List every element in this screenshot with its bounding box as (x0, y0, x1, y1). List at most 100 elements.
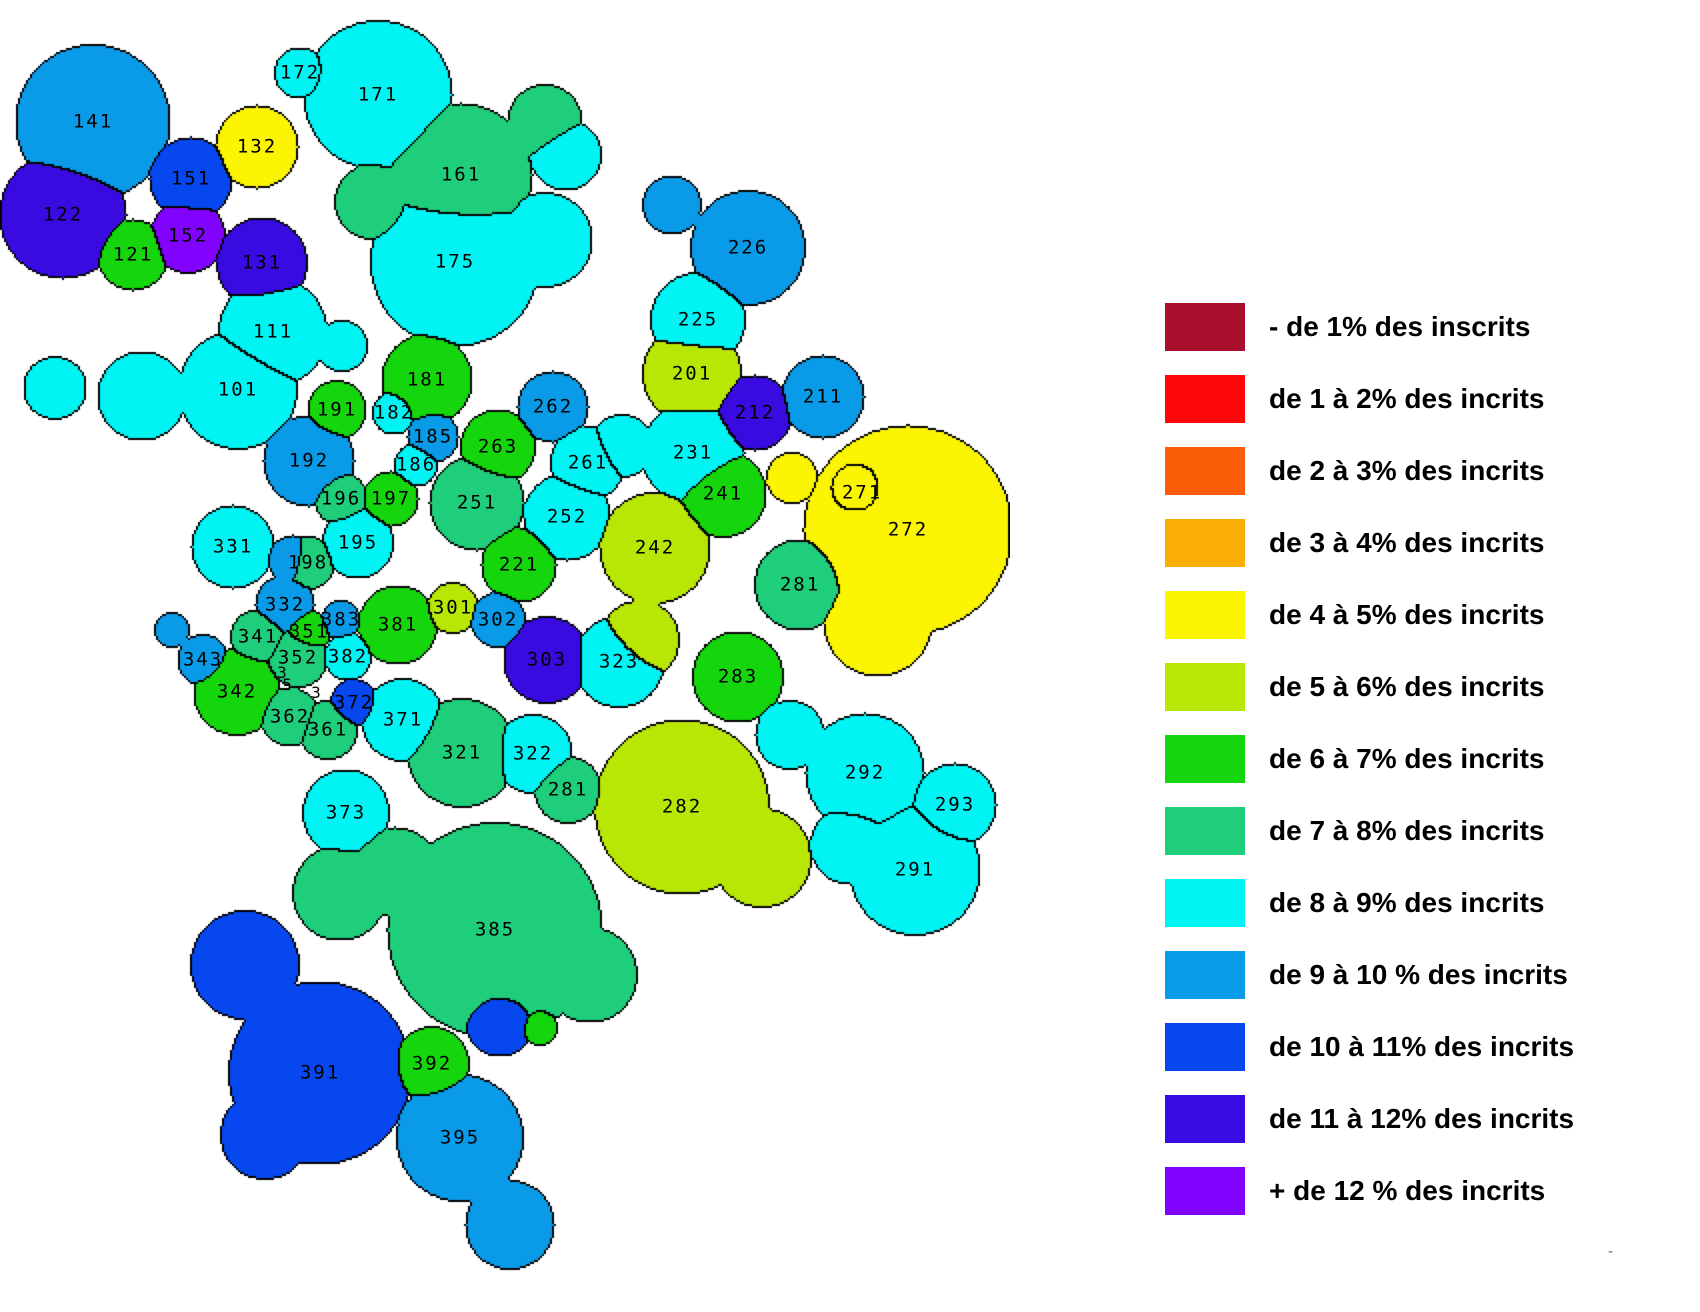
legend-swatch-11-12 (1165, 1095, 1245, 1143)
district-label-122-1: 122 (42, 203, 84, 226)
district-label-341-52: 341 (237, 625, 279, 648)
legend-row-gt12: + de 12 % des incrits (1165, 1167, 1545, 1215)
district-label-391-68: 391 (299, 1061, 341, 1084)
legend-swatch-8-9 (1165, 879, 1245, 927)
district-label-191-26: 191 (316, 398, 358, 421)
legend-row-lt1: - de 1% des inscrits (1165, 303, 1530, 351)
district-label-382-58: 382 (327, 645, 369, 668)
district-label-131-5: 131 (241, 251, 283, 274)
district-label-271-38: 271 (841, 481, 883, 504)
district-label-331-32: 331 (212, 535, 254, 558)
district-label-321-64: 321 (441, 741, 483, 764)
district-label-381-57: 381 (377, 613, 419, 636)
legend-label-10-11: de 10 à 11% des incrits (1269, 1031, 1575, 1062)
legend-swatch-2-3 (1165, 447, 1245, 495)
district-label-197-29: 197 (370, 487, 412, 510)
district-label-141-0: 141 (72, 110, 114, 133)
district-label-373-63: 373 (325, 801, 367, 824)
district-label-151-2: 151 (170, 167, 212, 190)
legend-row-11-12: de 11 à 12% des incrits (1165, 1095, 1574, 1143)
district-label-182-23: 182 (373, 401, 415, 424)
tiny-district-label-0: 3 (277, 663, 287, 682)
district-label-185-24: 185 (412, 425, 454, 448)
district-label-192-27: 192 (288, 449, 330, 472)
district-label-323-50: 323 (598, 650, 640, 673)
legend-label-6-7: de 6 à 7% des incrits (1269, 743, 1545, 774)
stray-dash-mark: - (1608, 1243, 1613, 1260)
district-label-195-30: 195 (337, 531, 379, 554)
district-label-242-40: 242 (634, 536, 676, 559)
district-label-343-51: 343 (182, 648, 224, 671)
district-label-302-48: 302 (477, 608, 519, 631)
district-label-196-28: 196 (320, 487, 362, 510)
legend-label-lt1: - de 1% des inscrits (1269, 311, 1531, 342)
legend-row-4-5: de 4 à 5% des incrits (1165, 591, 1544, 639)
district-label-371-62: 371 (382, 708, 424, 731)
district-label-225-14: 225 (677, 308, 719, 331)
legend-swatch-lt1 (1165, 303, 1245, 351)
legend-swatch-3-4 (1165, 519, 1245, 567)
legend-row-5-6: de 5 à 6% des incrits (1165, 663, 1544, 711)
legend-label-1-2: de 1 à 2% des incrits (1269, 383, 1545, 414)
district-label-383-56: 383 (320, 608, 362, 631)
district-label-161-11: 161 (440, 163, 482, 186)
district-label-101-8: 101 (217, 378, 259, 401)
district-label-262-20: 262 (532, 395, 574, 418)
district-label-172-9: 172 (279, 61, 321, 84)
tiny-district-label-1: 5 (282, 675, 292, 694)
district-label-282-43: 282 (661, 795, 703, 818)
district-label-241-37: 241 (702, 482, 744, 505)
district-label-395-70: 395 (439, 1126, 481, 1149)
legend-row-9-10: de 9 à 10 % des incrits (1165, 951, 1568, 999)
district-label-181-22: 181 (406, 368, 448, 391)
legend-label-7-8: de 7 à 8% des incrits (1269, 815, 1545, 846)
legend-label-gt12: + de 12 % des incrits (1269, 1175, 1546, 1206)
legend-row-8-9: de 8 à 9% des incrits (1165, 879, 1544, 927)
district-label-352-55: 352 (277, 646, 319, 669)
district-label-111-7: 111 (252, 320, 294, 343)
legend-label-11-12: de 11 à 12% des incrits (1269, 1103, 1575, 1134)
district-label-263-21: 263 (477, 435, 519, 458)
district-label-342-53: 342 (216, 680, 258, 703)
legend-swatch-4-5 (1165, 591, 1245, 639)
district-label-231-18: 231 (672, 441, 714, 464)
district-label-281-66: 281 (547, 778, 589, 801)
district-label-385-67: 385 (474, 918, 516, 941)
legend-swatch-10-11 (1165, 1023, 1245, 1071)
legend-swatch-7-8 (1165, 807, 1245, 855)
legend-label-2-3: de 2 à 3% des incrits (1269, 455, 1545, 486)
district-label-198-31: 198 (287, 551, 329, 574)
district-label-171-10: 171 (357, 83, 399, 106)
legend-row-6-7: de 6 à 7% des incrits (1165, 735, 1544, 783)
district-label-361-59: 361 (307, 718, 349, 741)
districts-map-canvas (0, 0, 1010, 1312)
district-label-212-17: 212 (734, 401, 776, 424)
legend-row-7-8: de 7 à 8% des incrits (1165, 807, 1544, 855)
legend-row-3-4: de 3 à 4% des incrits (1165, 519, 1544, 567)
district-label-186-25: 186 (395, 453, 437, 476)
legend-swatch-5-6 (1165, 663, 1245, 711)
district-label-201-15: 201 (671, 362, 713, 385)
legend-label-3-4: de 3 à 4% des incrits (1269, 527, 1545, 558)
district-label-281-41: 281 (779, 573, 821, 596)
legend-label-9-10: de 9 à 10 % des incrits (1269, 959, 1568, 990)
legend-label-5-6: de 5 à 6% des incrits (1269, 671, 1545, 702)
district-label-351-54: 351 (288, 620, 330, 643)
districts-map: 141 122 151 152 132 131 121 111 101 172 171 161 175 2… (0, 0, 1010, 1312)
district-label-372-61: 372 (333, 691, 375, 714)
district-label-322-65: 322 (512, 742, 554, 765)
district-label-392-69: 392 (411, 1052, 453, 1075)
district-label-132-4: 132 (236, 135, 278, 158)
district-label-293-45: 293 (934, 793, 976, 816)
legend-label-8-9: de 8 à 9% des incrits (1269, 887, 1545, 918)
district-label-291-46: 291 (894, 858, 936, 881)
tiny-district-label-2: 3 (311, 683, 321, 702)
district-label-261-19: 261 (567, 451, 609, 474)
district-label-303-49: 303 (526, 648, 568, 671)
district-label-121-6: 121 (112, 243, 154, 266)
district-label-272-39: 272 (887, 518, 929, 541)
legend-row-2-3: de 2 à 3% des incrits (1165, 447, 1544, 495)
district-label-226-13: 226 (727, 236, 769, 259)
district-label-252-35: 252 (546, 505, 588, 528)
